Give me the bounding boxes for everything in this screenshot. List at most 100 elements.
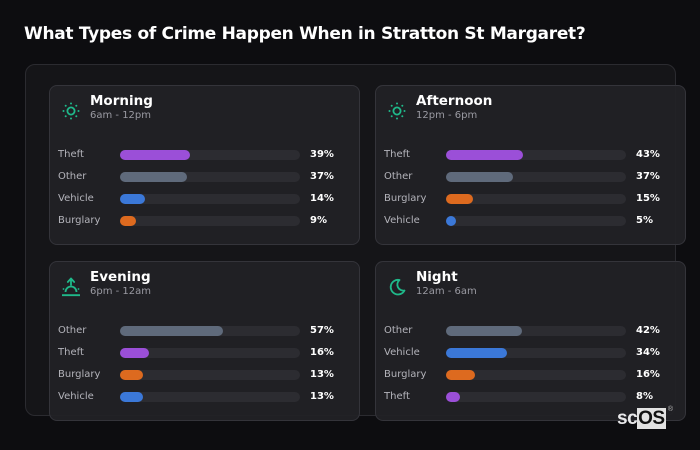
- bar-value: 15%: [636, 193, 660, 204]
- bar-label: Vehicle: [58, 193, 94, 204]
- bar-label: Other: [58, 171, 87, 182]
- bar-label: Theft: [58, 149, 84, 160]
- bar-fill: [446, 216, 456, 226]
- card-title: Night: [416, 269, 458, 285]
- bar-row: Vehicle 13%: [50, 389, 359, 411]
- bar-label: Burglary: [58, 369, 101, 380]
- bar-row: Vehicle 5%: [376, 213, 685, 235]
- bar-track: [120, 370, 300, 380]
- page-title: What Types of Crime Happen When in Strat…: [24, 24, 586, 44]
- bar-track: [446, 194, 626, 204]
- bar-track: [446, 216, 626, 226]
- bar-label: Vehicle: [384, 347, 420, 358]
- bar-fill: [120, 392, 143, 402]
- bar-fill: [446, 392, 460, 402]
- bar-track: [446, 150, 626, 160]
- bar-track: [446, 172, 626, 182]
- moon-icon: [387, 277, 407, 297]
- bar-value: 43%: [636, 149, 660, 160]
- card-time-range: 6pm - 12am: [90, 286, 152, 297]
- bar-row: Vehicle 34%: [376, 345, 685, 367]
- bar-fill: [446, 172, 513, 182]
- bar-row: Theft 43%: [376, 147, 685, 169]
- card-night: Night 12am - 6am Other 42% Vehicle 34% B…: [375, 261, 686, 421]
- card-afternoon: Afternoon 12pm - 6pm Theft 43% Other 37%…: [375, 85, 686, 245]
- card-time-range: 12pm - 6pm: [416, 110, 478, 121]
- bar-label: Other: [384, 325, 413, 336]
- bar-value: 42%: [636, 325, 660, 336]
- bar-fill: [446, 370, 475, 380]
- bar-fill: [120, 172, 187, 182]
- bar-fill: [446, 348, 507, 358]
- bar-value: 57%: [310, 325, 334, 336]
- bar-track: [446, 370, 626, 380]
- card-title: Evening: [90, 269, 151, 285]
- bar-label: Theft: [58, 347, 84, 358]
- bar-fill: [446, 150, 523, 160]
- bar-value: 13%: [310, 369, 334, 380]
- bar-row: Theft 16%: [50, 345, 359, 367]
- bar-label: Vehicle: [58, 391, 94, 402]
- bar-value: 37%: [636, 171, 660, 182]
- bar-row: Other 42%: [376, 323, 685, 345]
- bar-label: Vehicle: [384, 215, 420, 226]
- card-header: Evening 6pm - 12am: [50, 262, 359, 312]
- logo-highlight: OS: [637, 408, 666, 429]
- bar-list: Theft 39% Other 37% Vehicle 14% Burglary…: [50, 147, 359, 235]
- bar-value: 16%: [636, 369, 660, 380]
- bar-track: [446, 326, 626, 336]
- bar-value: 16%: [310, 347, 334, 358]
- card-evening: Evening 6pm - 12am Other 57% Theft 16% B…: [49, 261, 360, 421]
- card-title: Morning: [90, 93, 153, 109]
- bar-list: Other 57% Theft 16% Burglary 13% Vehicle…: [50, 323, 359, 411]
- bar-fill: [120, 370, 143, 380]
- bar-value: 34%: [636, 347, 660, 358]
- bar-row: Other 37%: [50, 169, 359, 191]
- bar-fill: [120, 150, 190, 160]
- bar-value: 37%: [310, 171, 334, 182]
- bar-value: 13%: [310, 391, 334, 402]
- bar-label: Other: [58, 325, 87, 336]
- bar-track: [120, 348, 300, 358]
- logo-prefix: sc: [617, 408, 638, 429]
- bar-list: Theft 43% Other 37% Burglary 15% Vehicle…: [376, 147, 685, 235]
- bar-row: Other 57%: [50, 323, 359, 345]
- bar-label: Burglary: [384, 369, 427, 380]
- bar-row: Theft 8%: [376, 389, 685, 411]
- bar-value: 14%: [310, 193, 334, 204]
- bar-row: Burglary 13%: [50, 367, 359, 389]
- bar-fill: [446, 326, 522, 336]
- bar-row: Burglary 15%: [376, 191, 685, 213]
- bar-track: [120, 194, 300, 204]
- bar-label: Burglary: [58, 215, 101, 226]
- bar-track: [120, 216, 300, 226]
- bar-row: Burglary 9%: [50, 213, 359, 235]
- bar-label: Theft: [384, 391, 410, 402]
- card-title: Afternoon: [416, 93, 493, 109]
- bar-track: [446, 348, 626, 358]
- bar-value: 9%: [310, 215, 327, 226]
- bar-row: Theft 39%: [50, 147, 359, 169]
- bar-fill: [120, 348, 149, 358]
- sun-icon: [61, 101, 81, 121]
- bar-row: Vehicle 14%: [50, 191, 359, 213]
- bar-fill: [120, 194, 145, 204]
- bar-track: [120, 392, 300, 402]
- bar-label: Theft: [384, 149, 410, 160]
- scos-logo: scOS ®: [617, 406, 673, 430]
- bar-list: Other 42% Vehicle 34% Burglary 16% Theft…: [376, 323, 685, 411]
- bar-track: [446, 392, 626, 402]
- bar-value: 5%: [636, 215, 653, 226]
- card-header: Night 12am - 6am: [376, 262, 685, 312]
- card-time-range: 6am - 12pm: [90, 110, 152, 121]
- bar-track: [120, 172, 300, 182]
- bar-track: [120, 150, 300, 160]
- bar-row: Burglary 16%: [376, 367, 685, 389]
- bar-label: Other: [384, 171, 413, 182]
- card-header: Afternoon 12pm - 6pm: [376, 86, 685, 136]
- bar-label: Burglary: [384, 193, 427, 204]
- card-morning: Morning 6am - 12pm Theft 39% Other 37% V…: [49, 85, 360, 245]
- registered-mark: ®: [667, 406, 673, 413]
- bar-fill: [446, 194, 473, 204]
